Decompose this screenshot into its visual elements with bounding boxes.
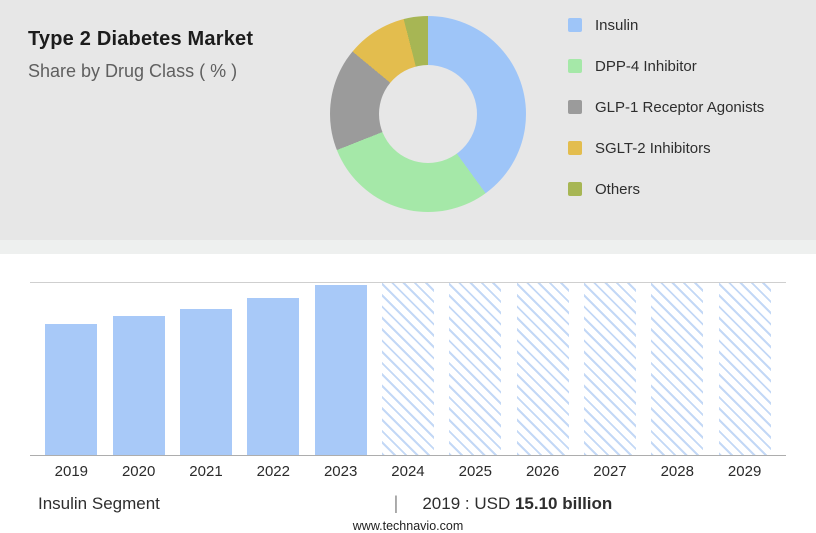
year-label-2020: 2020 — [121, 463, 156, 480]
bar-plot — [30, 282, 786, 456]
bar-2025-forecast — [449, 283, 502, 455]
footer: www.technavio.com — [0, 514, 816, 533]
legend-item-insulin: Insulin — [568, 16, 764, 34]
year-label-2025: 2025 — [458, 463, 492, 480]
header-panel: Type 2 Diabetes Market Share by Drug Cla… — [0, 0, 816, 240]
legend-label-glp1: GLP-1 Receptor Agonists — [595, 98, 765, 116]
year-label-2021: 2021 — [189, 463, 223, 480]
legend-label-others: Others — [595, 180, 641, 198]
legend-swatch-glp1 — [568, 100, 582, 114]
bar-2026-forecast — [516, 283, 569, 455]
legend-swatch-insulin — [568, 18, 582, 32]
segment-value-prefix: 2019 : USD — [422, 494, 511, 513]
legend-swatch-others — [568, 182, 582, 196]
legend-label-sglt2: SGLT-2 Inhibitors — [595, 139, 711, 157]
caption-row: Insulin Segment | 2019 : USD 15.10 billi… — [0, 480, 816, 514]
segment-label: Insulin Segment — [38, 494, 160, 513]
legend-item-others: Others — [568, 180, 764, 198]
legend-label-insulin: Insulin — [595, 16, 639, 34]
year-label-2022: 2022 — [256, 463, 290, 480]
page-title: Type 2 Diabetes Market — [28, 28, 254, 50]
year-label-2019: 2019 — [54, 463, 89, 480]
legend-swatch-dpp4 — [568, 59, 582, 73]
caption-separator: | — [393, 493, 399, 513]
page-subtitle: Share by Drug Class ( % ) — [28, 61, 238, 81]
segment-value-bold: 15.10 billion — [514, 494, 613, 513]
bar-labels: 2019 2020 2021 2022 2023 2024 2025 2026 2027 2028… — [30, 456, 786, 480]
donut-chart-wrap — [330, 16, 526, 212]
bar-2023 — [314, 284, 367, 455]
bar-2020 — [112, 315, 165, 455]
website-text: www.technavio.com — [352, 519, 464, 533]
legend-item-dpp4: DPP-4 Inhibitor — [568, 57, 764, 75]
legend-item-glp1: GLP-1 Receptor Agonists — [568, 98, 764, 116]
year-label-2024: 2024 — [391, 463, 425, 480]
legend-label-dpp4: DPP-4 Inhibitor — [595, 57, 697, 75]
year-label-2029: 2029 — [727, 463, 762, 480]
bar-chart-area: 2019 2020 2021 2022 2023 2024 2025 2026 2027 2028… — [0, 254, 816, 480]
legend-swatch-sglt2 — [568, 141, 582, 155]
bar-2029-forecast — [718, 283, 771, 455]
legend-item-sglt2: SGLT-2 Inhibitors — [568, 139, 764, 157]
bar-2022 — [247, 298, 300, 455]
bar-2019 — [45, 324, 98, 455]
segment-value: 2019 : USD 15.10 billion — [398, 494, 778, 514]
year-label-2023: 2023 — [323, 463, 358, 480]
year-label-2028: 2028 — [660, 463, 694, 480]
legend: Insulin DPP-4 Inhibitor GLP-1 Receptor A… — [568, 16, 764, 221]
bar-2024-forecast — [381, 283, 434, 455]
donut-hole — [379, 65, 477, 163]
year-label-2026: 2026 — [525, 463, 560, 480]
title-block: Type 2 Diabetes Market Share by Drug Cla… — [0, 0, 330, 82]
divider-strip — [0, 240, 816, 254]
bar-2027-forecast — [583, 283, 636, 455]
bar-2028-forecast — [651, 283, 704, 455]
year-label-2027: 2027 — [593, 463, 627, 480]
bar-2021 — [179, 308, 232, 455]
